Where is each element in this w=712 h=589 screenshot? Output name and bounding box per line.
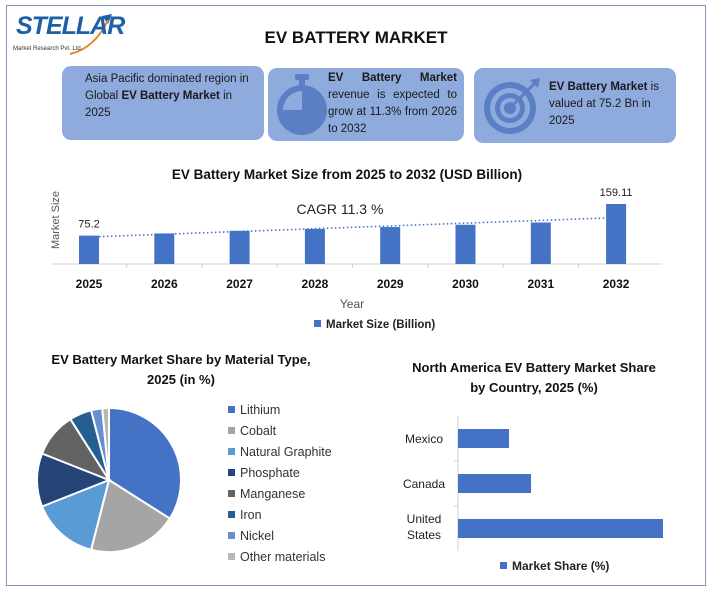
legend-swatch (228, 406, 235, 413)
y-tick-label: Mexico (405, 432, 443, 446)
cagr-annotation: CAGR 11.3 % (297, 201, 384, 217)
pie-slice-natural-graphite (40, 478, 111, 551)
legend-swatch (228, 469, 235, 476)
stopwatch-icon (277, 74, 327, 135)
legend-label: Natural Graphite (240, 445, 332, 459)
card-text: EV Battery Market revenue is expected to… (328, 72, 457, 135)
info-card-value: EV Battery Market is valued at 75.2 Bn i… (474, 68, 676, 143)
legend-swatch (500, 562, 507, 569)
bar-2027 (229, 230, 250, 264)
x-tick-label: 2027 (226, 277, 253, 291)
legend-swatch (228, 532, 235, 539)
target-icon (484, 78, 540, 134)
bar-mexico (458, 429, 510, 448)
legend-swatch (228, 553, 235, 560)
legend-label: Market Share (%) (512, 559, 610, 573)
pie-slice-cobalt (89, 478, 172, 553)
legend-label: Phosphate (240, 466, 300, 480)
legend-item: Cobalt (228, 424, 276, 438)
legend-swatch (228, 427, 235, 434)
legend-item: Phosphate (228, 466, 300, 480)
bar-chart-legend: Market Size (Billion) (314, 319, 435, 331)
legend-item: Iron (228, 508, 262, 522)
x-tick-label: 2031 (527, 277, 554, 291)
legend-item: Nickel (228, 529, 274, 543)
cagr-trendline (98, 217, 607, 238)
legend-swatch (314, 320, 321, 327)
hbar-chart-title: North America EV Battery Market Share by… (412, 360, 656, 395)
bar-chart-title: EV Battery Market Size from 2025 to 2032… (171, 167, 523, 182)
logo-swoosh-icon (69, 14, 112, 55)
legend-label: Lithium (240, 403, 281, 417)
frame-border (6, 5, 706, 586)
bar-united-states (458, 519, 663, 538)
material-share-pie-chart (36, 406, 182, 553)
stellar-logo: STELLAR Market Research Pvt. Ltd. (10, 8, 125, 56)
x-axis-label: Year (340, 297, 364, 311)
legend-swatch (228, 511, 235, 518)
legend-item: Manganese (228, 487, 305, 501)
y-tick-label: United States (407, 512, 442, 542)
legend-label: Nickel (240, 529, 275, 543)
x-tick-label: 2025 (76, 277, 103, 291)
logo-subtitle: Market Research Pvt. Ltd. (13, 46, 83, 52)
x-tick-label: 2026 (151, 277, 178, 291)
pie-chart-title: EV Battery Market Share by Material Type… (51, 352, 311, 387)
bar-2029 (380, 227, 401, 264)
info-card-region: Asia Pacific dominated region in Global … (62, 66, 264, 140)
bar-2025 (79, 235, 99, 264)
data-label: 75.2 (78, 219, 99, 231)
legend-item: Natural Graphite (228, 445, 332, 459)
card-text: EV Battery Market is valued at 75.2 Bn i… (549, 81, 659, 127)
bar-2031 (530, 222, 551, 264)
legend-label: Cobalt (240, 424, 277, 438)
country-share-bar-chart: Mexico Canada United States (403, 416, 663, 551)
logo-text: STELLAR (16, 12, 125, 40)
data-label: 159.11 (600, 187, 633, 199)
legend-label: Iron (240, 508, 262, 522)
x-tick-label: 2028 (302, 277, 329, 291)
bar-2030 (455, 224, 476, 264)
pie-slice-other-materials (101, 406, 110, 481)
info-card-growth: EV Battery Market revenue is expected to… (268, 68, 464, 141)
page-title: EV BATTERY MARKET (264, 28, 448, 47)
x-tick-label: 2030 (452, 277, 479, 291)
card-text: Asia Pacific dominated region in Global … (85, 73, 249, 119)
legend-item: Other materials (228, 550, 325, 564)
legend-label: Manganese (240, 487, 306, 501)
hbar-chart-legend: Market Share (%) (500, 559, 609, 573)
legend-label: Other materials (240, 550, 326, 564)
bar-2028 (304, 228, 325, 264)
y-axis-label: Market Size (50, 191, 62, 249)
legend-swatch (228, 490, 235, 497)
x-tick-label: 2029 (377, 277, 404, 291)
x-tick-label: 2032 (603, 277, 630, 291)
bar-canada (458, 474, 532, 493)
bar-2032 (606, 204, 627, 264)
bar-2026 (154, 233, 175, 264)
legend-item: Lithium (228, 403, 280, 417)
market-size-bar-chart: Market Size Year CAGR 11.3 % 2025 75.2 202… (50, 187, 662, 311)
legend-label: Market Size (Billion) (326, 319, 436, 331)
y-tick-label: Canada (403, 477, 445, 491)
legend-swatch (228, 448, 235, 455)
